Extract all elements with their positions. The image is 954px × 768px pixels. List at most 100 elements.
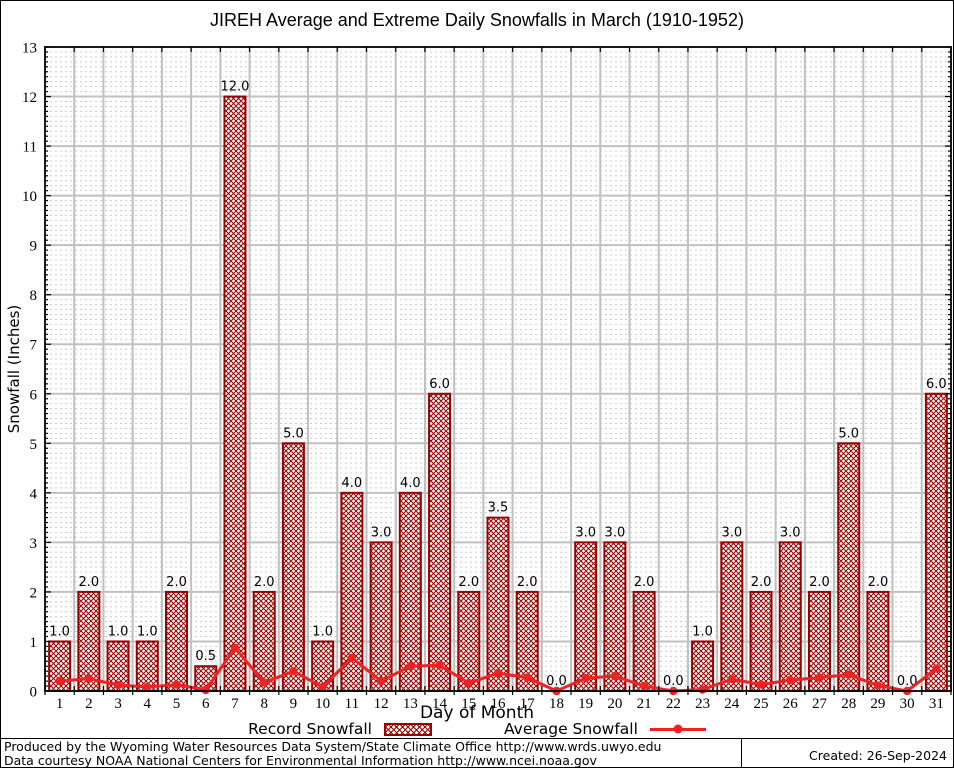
bar-day-5: [165, 590, 189, 693]
x-tick-14: 14: [432, 696, 448, 712]
y-tick-6: 6: [30, 387, 38, 403]
footer-divider: [741, 739, 742, 767]
x-tick-3: 3: [114, 696, 122, 712]
footer-created-date: Created: 26-Sep-2024: [809, 748, 947, 763]
average-marker-day-25: [756, 680, 766, 689]
bar-day-13: [398, 491, 422, 692]
average-marker-day-19: [581, 673, 590, 683]
bar-value-label-day-4: 1.0: [137, 624, 158, 639]
bar-value-label-day-9: 5.0: [283, 426, 304, 441]
bar-value-label-day-23: 1.0: [692, 624, 713, 639]
bar-day-31: [924, 392, 948, 692]
average-marker-day-21: [639, 681, 649, 691]
average-marker-day-13: [406, 662, 415, 671]
bar-value-label-day-27: 2.0: [809, 575, 830, 590]
x-tick-11: 11: [345, 696, 359, 712]
x-tick-2: 2: [85, 696, 93, 712]
x-tick-22: 22: [666, 696, 681, 712]
average-snowfall-line-sample: [649, 724, 706, 734]
y-tick-5: 5: [30, 437, 38, 453]
x-tick-17: 17: [520, 696, 536, 712]
x-tick-13: 13: [403, 696, 418, 712]
y-tick-11: 11: [23, 140, 37, 156]
average-marker-day-23: [698, 685, 707, 694]
legend-record-label: Record Snowfall: [248, 720, 372, 738]
average-marker-day-24: [727, 674, 737, 684]
chart-title: JIREH Average and Extreme Daily Snowfall…: [210, 10, 744, 30]
x-tick-6: 6: [202, 696, 210, 712]
legend-average-label: Average Snowfall: [503, 720, 638, 738]
x-tick-27: 27: [812, 696, 828, 712]
legend-item-average: Average Snowfall: [504, 720, 706, 738]
average-marker-day-6: [201, 685, 210, 695]
bar-day-9: [281, 442, 305, 692]
bar-day-28: [837, 442, 861, 692]
minor-gridlines: [45, 51, 951, 687]
bar-value-label-day-7: 12.0: [220, 80, 249, 95]
x-tick-16: 16: [491, 696, 507, 712]
x-tick-21: 21: [637, 696, 652, 712]
average-marker-day-28: [844, 670, 853, 679]
x-tick-18: 18: [549, 696, 564, 712]
bar-day-29: [866, 590, 890, 693]
average-marker-day-4: [143, 682, 152, 692]
x-tick-15: 15: [461, 696, 476, 712]
average-marker-day-26: [786, 675, 795, 685]
average-marker-day-12: [376, 676, 386, 686]
snowfall-bar-chart: 1.02.01.0 1.02.00.512.02.05.01.04.03.04.0…: [22, 41, 952, 712]
bar-value-label-day-11: 4.0: [342, 476, 363, 491]
bar-day-12: [369, 541, 393, 693]
x-tick-labels: 1 2 3 4 5 6 7 8 9 10 11 12 13 14 15 16 17 18 19 20 21 22 23 24 2…: [56, 696, 944, 712]
bar-value-label-day-2: 2.0: [78, 575, 99, 590]
x-tick-19: 19: [578, 696, 593, 712]
y-tick-1: 1: [30, 635, 38, 651]
bar-value-label-day-6: 0.5: [195, 649, 216, 664]
average-marker-day-7: [230, 643, 240, 653]
x-tick-29: 29: [870, 696, 885, 712]
bar-value-label-day-12: 3.0: [371, 525, 392, 540]
average-marker-day-31: [932, 664, 941, 673]
bar-value-labels: 1.0 2.0 1.0 1.0 2.0 0.5 12.0 2.0 5.0 1.0 4.0 3.0 4.0…: [49, 80, 946, 689]
bar-day-24: [720, 541, 744, 693]
bar-value-label-day-10: 1.0: [312, 624, 333, 639]
bar-value-label-day-21: 2.0: [634, 575, 655, 590]
bar-value-label-day-14: 6.0: [429, 377, 450, 392]
bar-day-20: [603, 541, 627, 693]
x-tick-12: 12: [374, 696, 389, 712]
bar-value-label-day-3: 1.0: [108, 624, 129, 639]
y-tick-3: 3: [30, 536, 38, 552]
average-marker-day-11: [347, 653, 357, 663]
bar-value-label-day-28: 5.0: [838, 426, 859, 441]
y-tick-13: 13: [22, 41, 37, 57]
bar-day-16: [486, 516, 510, 692]
average-marker-day-3: [113, 680, 123, 690]
footer-data-courtesy: Data courtesy NOAA National Centers for …: [4, 753, 597, 768]
average-marker-day-27: [815, 673, 824, 682]
average-marker-day-1: [55, 676, 64, 686]
x-tick-8: 8: [260, 696, 268, 712]
bar-value-label-day-13: 4.0: [400, 476, 421, 491]
average-marker-day-2: [84, 674, 94, 683]
x-tick-20: 20: [607, 696, 622, 712]
x-tick-1: 1: [56, 696, 64, 712]
footer-produced-by: Produced by the Wyoming Water Resources …: [4, 739, 662, 754]
x-tick-30: 30: [900, 696, 915, 712]
y-tick-7: 7: [30, 338, 38, 354]
bar-value-label-day-15: 2.0: [458, 575, 479, 590]
bar-value-label-day-1: 1.0: [49, 624, 70, 639]
x-tick-23: 23: [695, 696, 710, 712]
average-marker-day-5: [172, 680, 181, 689]
x-tick-7: 7: [231, 696, 239, 712]
average-marker-day-29: [873, 681, 883, 690]
bar-value-label-day-17: 2.0: [517, 575, 538, 590]
legend-item-record: Record Snowfall: [248, 720, 432, 738]
record-snowfall-swatch: [383, 722, 432, 736]
average-marker-day-14: [435, 661, 444, 670]
average-marker-dot: [673, 724, 683, 734]
x-tick-5: 5: [173, 696, 181, 712]
bar-value-label-day-22: 0.0: [663, 674, 684, 689]
y-tick-2: 2: [30, 585, 38, 601]
y-tick-0: 0: [30, 685, 38, 701]
y-tick-12: 12: [22, 90, 37, 106]
